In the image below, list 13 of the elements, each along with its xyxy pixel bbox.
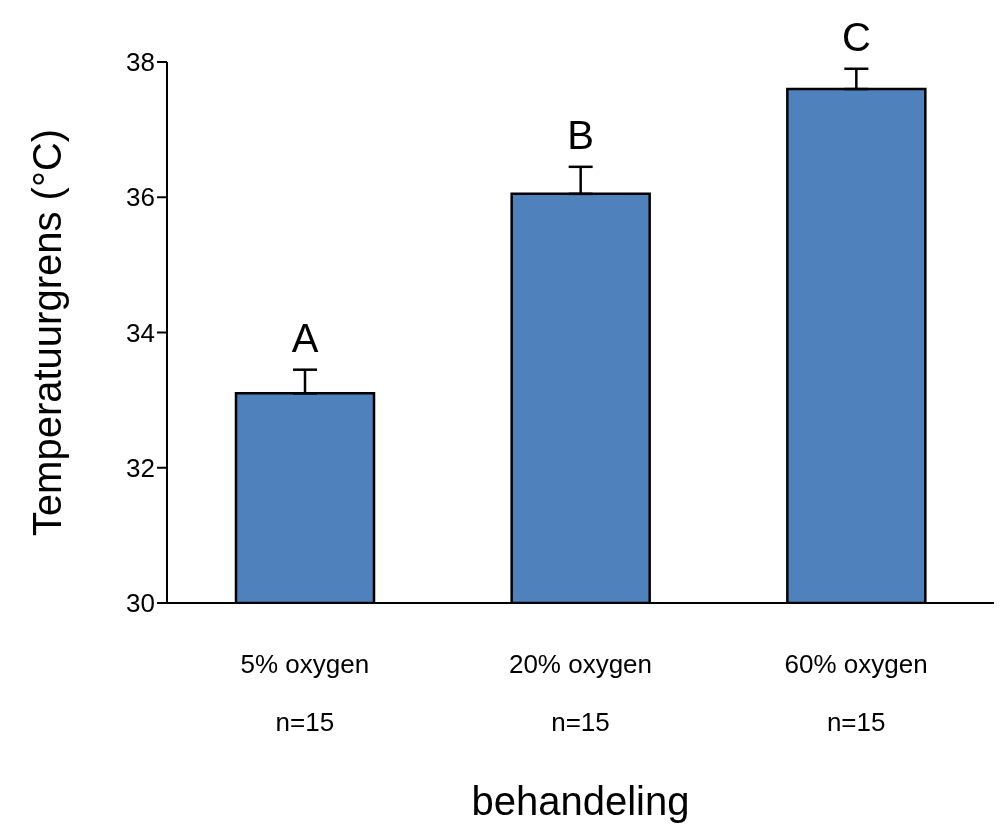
y-tick-label: 38 xyxy=(126,47,155,78)
annotation: B xyxy=(567,112,595,157)
y-tick-label: 30 xyxy=(126,588,155,619)
annotation: A xyxy=(291,315,319,360)
x-tick-label: 5% oxygen n=15 xyxy=(240,649,370,737)
y-tick-label: 36 xyxy=(126,182,155,213)
y-tick-label: 34 xyxy=(126,317,155,348)
x-axis-title: behandeling xyxy=(471,779,690,823)
x-tick-label: 60% oxygen n=15 xyxy=(784,649,928,737)
text: C xyxy=(841,14,871,59)
x-tick-label: 20% oxygen n=15 xyxy=(508,649,653,737)
y-tick-label: 32 xyxy=(126,452,155,483)
y-axis-title: Temperatuurgrens (°C) xyxy=(25,128,70,537)
